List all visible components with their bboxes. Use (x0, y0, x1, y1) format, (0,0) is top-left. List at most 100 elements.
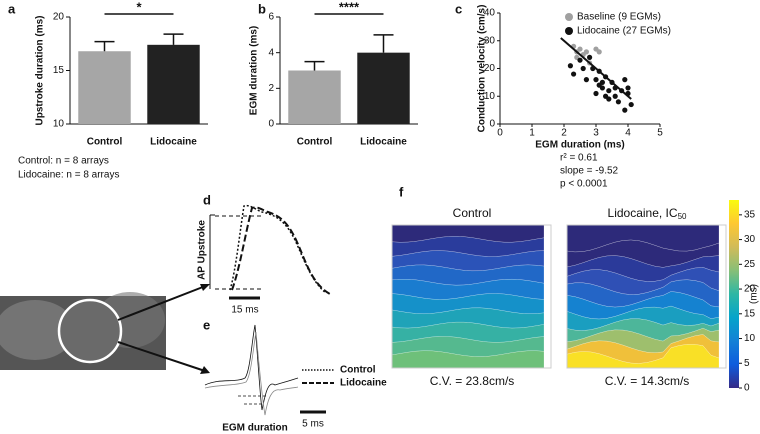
x-tick-label: Control (297, 137, 333, 148)
heatmap-border (566, 224, 727, 369)
fit-line (560, 37, 632, 100)
colorbar-tick-label: 20 (744, 284, 756, 295)
x-tick-label: Lidocaine (150, 137, 197, 148)
panel-label: d (203, 192, 211, 207)
y-tick-label: 10 (484, 91, 496, 102)
cv-label: C.V. = 23.8cm/s (430, 374, 515, 388)
annotation: p < 0.0001 (560, 179, 608, 190)
scale-label: 15 ms (231, 305, 258, 316)
point (622, 107, 628, 113)
legend-marker (565, 13, 573, 21)
error-bar (304, 60, 325, 71)
axis-label: Conduction velocity (cm/s) (477, 5, 488, 133)
y-tick-label: 10 (53, 119, 65, 130)
point (625, 85, 631, 91)
axis-label: EGM duration (ms) (249, 26, 260, 115)
error-bar (373, 34, 394, 53)
significance: **** (339, 0, 360, 14)
axis-label: EGM duration (ms) (535, 140, 624, 151)
point (577, 57, 583, 63)
colorbar (729, 200, 739, 388)
point (606, 88, 612, 94)
point (628, 101, 634, 108)
tissue-image (0, 284, 210, 374)
x-tick-label: 5 (657, 128, 663, 139)
x-tick-label: Lidocaine (360, 137, 407, 148)
y-tick-label: 20 (484, 63, 496, 74)
point (606, 96, 612, 102)
legend-label: Control (340, 365, 376, 376)
legend-label: Lidocaine (340, 378, 387, 389)
point (622, 77, 628, 83)
map-title: Lidocaine, IC (608, 206, 678, 220)
note: Control: n = 8 arrays (18, 156, 109, 167)
point (580, 65, 586, 72)
panel-label: f (399, 184, 404, 199)
bar (357, 52, 410, 124)
colorbar-tick-label: 15 (744, 308, 756, 319)
egm-traces (204, 324, 334, 416)
point (583, 49, 590, 55)
x-tick-label: 0 (497, 128, 503, 139)
x-tick-label: 3 (593, 128, 599, 139)
colorbar-tick-label: 30 (744, 234, 756, 245)
heatmap (391, 224, 545, 369)
y-tick-label: 20 (53, 12, 65, 23)
legend-label: Baseline (9 EGMs) (577, 12, 661, 23)
y-tick-label: 0 (489, 119, 495, 130)
bar (288, 70, 341, 124)
cv-label: C.V. = 14.3cm/s (605, 374, 690, 388)
point (612, 93, 618, 99)
y-tick-label: 40 (484, 8, 496, 19)
caption: EGM duration (222, 423, 288, 434)
panel-label: e (203, 317, 210, 332)
colorbar-tick-label: 10 (744, 333, 756, 344)
x-tick-label: 1 (529, 128, 535, 139)
point (593, 77, 599, 83)
colorbar-tick-label: 5 (744, 358, 750, 369)
axis-label: Upstroke duration (ms) (35, 15, 46, 125)
colorbar-label: (ms) (749, 284, 760, 304)
y-tick-label: 15 (53, 65, 65, 76)
y-tick-label: 30 (484, 35, 496, 46)
panel-label: c (455, 1, 462, 16)
scale-label: 5 ms (302, 419, 324, 430)
bar (78, 51, 131, 124)
error-bar (163, 33, 184, 45)
point (567, 63, 574, 69)
heatmap (566, 224, 720, 369)
y-tick-label: 4 (268, 47, 274, 58)
colorbar-tick-label: 0 (744, 383, 750, 394)
annotation: r² = 0.61 (560, 153, 598, 164)
ap-traces (209, 204, 331, 300)
point (599, 79, 606, 85)
point (587, 54, 593, 61)
y-tick-label: 6 (268, 12, 274, 23)
error-bar (94, 40, 115, 52)
colorbar-tick-label: 25 (744, 259, 756, 270)
x-tick-label: Control (87, 137, 123, 148)
panel-label: b (258, 1, 266, 16)
legend-marker (565, 27, 573, 35)
legend-label: Lidocaine (27 EGMs) (577, 26, 671, 37)
map-title: Lidocaine, IC50 (608, 206, 687, 221)
point (583, 77, 590, 83)
point (593, 90, 599, 97)
heatmap-border (391, 224, 552, 369)
colorbar-tick-label: 35 (744, 209, 756, 220)
significance: * (136, 0, 142, 14)
point (577, 46, 583, 52)
point (615, 99, 622, 105)
y-tick-label: 2 (268, 83, 274, 94)
annotation: slope = -9.52 (560, 166, 619, 177)
point (571, 71, 577, 77)
panel-label: a (8, 1, 16, 16)
map-title-subscript: 50 (678, 212, 687, 221)
point (596, 49, 602, 55)
bar (147, 44, 200, 124)
point (599, 85, 606, 91)
x-tick-label: 2 (561, 128, 567, 139)
note: Lidocaine: n = 8 arrays (18, 170, 119, 181)
x-tick-label: 4 (625, 128, 631, 139)
